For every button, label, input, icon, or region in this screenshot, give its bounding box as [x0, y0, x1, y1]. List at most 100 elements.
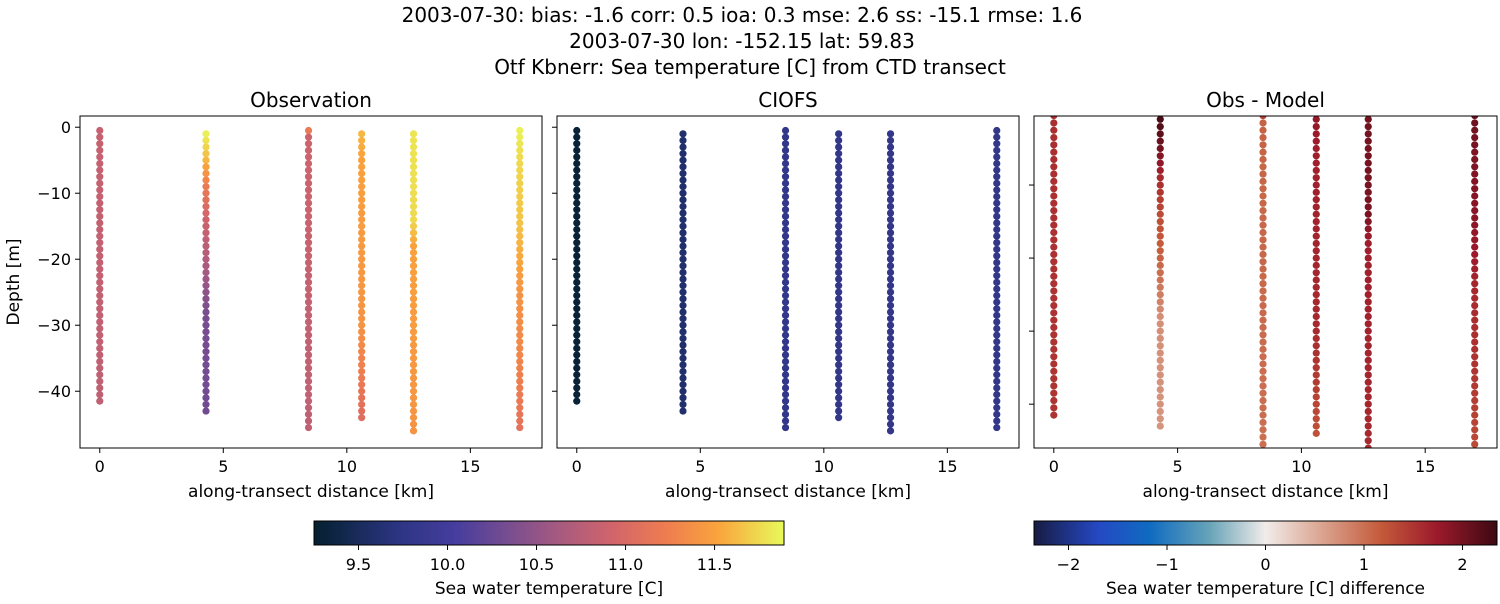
data-point-profile-3 — [781, 410, 790, 418]
data-point-profile-1 — [96, 153, 104, 161]
data-point-profile-4 — [835, 334, 843, 343]
data-point-profile-1 — [96, 377, 104, 385]
x-tick-label: 0 — [572, 457, 582, 476]
data-point-profile-3 — [781, 140, 790, 148]
data-point-profile-3 — [1259, 258, 1267, 266]
data-point-profile-3 — [781, 166, 790, 174]
data-point-profile-2 — [679, 183, 687, 191]
data-point-profile-5 — [886, 136, 895, 145]
data-point-profile-5 — [409, 321, 418, 329]
data-point-profile-1 — [96, 357, 104, 366]
data-point-profile-6 — [516, 417, 524, 425]
data-point-profile-3 — [1259, 116, 1267, 120]
data-point-profile-4 — [1312, 232, 1320, 240]
data-point-profile-4 — [1312, 283, 1320, 291]
data-point-profile-6 — [1471, 433, 1479, 441]
data-point-profile-1 — [96, 331, 104, 339]
data-point-profile-3 — [1259, 331, 1267, 339]
data-point-profile-6 — [1471, 353, 1479, 361]
data-point-profile-6 — [993, 146, 1001, 154]
data-point-profile-6 — [993, 140, 1001, 148]
data-point-profile-3 — [1259, 206, 1267, 215]
data-point-profile-1 — [96, 225, 104, 234]
data-point-profile-2 — [1156, 415, 1164, 423]
data-point-profile-2 — [1156, 371, 1164, 379]
colorbar-tick-label: 1 — [1359, 555, 1369, 574]
data-point-profile-1 — [1050, 214, 1058, 222]
data-point-profile-1 — [573, 390, 581, 399]
data-point-profile-6 — [1471, 309, 1479, 317]
data-point-profile-5 — [409, 381, 418, 389]
data-point-profile-2 — [679, 361, 687, 369]
data-point-profile-5 — [409, 235, 418, 244]
data-point-profile-4 — [835, 169, 843, 178]
data-point-profile-5 — [1364, 203, 1372, 211]
data-point-profile-5 — [886, 216, 895, 224]
data-point-profile-1 — [1050, 116, 1058, 120]
data-point-profile-5 — [886, 249, 895, 257]
data-point-profile-4 — [835, 183, 843, 191]
data-point-profile-5 — [886, 394, 895, 402]
data-point-profile-1 — [573, 272, 581, 280]
data-point-profile-5 — [1364, 116, 1372, 123]
data-point-profile-4 — [358, 202, 366, 211]
data-point-profile-6 — [516, 404, 524, 412]
data-point-profile-2 — [679, 262, 687, 270]
data-point-profile-3 — [1259, 418, 1267, 427]
data-point-profile-6 — [516, 272, 524, 280]
data-point-profile-5 — [1364, 210, 1372, 218]
data-point-profile-3 — [1259, 199, 1267, 207]
data-point-profile-4 — [1312, 152, 1320, 160]
data-point-profile-5 — [409, 334, 418, 343]
data-point-profile-3 — [304, 133, 313, 141]
data-point-profile-5 — [1364, 342, 1372, 350]
data-point-profile-4 — [835, 222, 843, 230]
data-point-profile-5 — [1364, 276, 1372, 284]
data-point-profile-1 — [1050, 163, 1058, 171]
data-point-profile-3 — [1259, 177, 1267, 185]
data-point-profile-2 — [202, 367, 210, 376]
data-point-profile-2 — [679, 156, 687, 164]
data-point-profile-1 — [96, 338, 104, 346]
data-point-profile-3 — [1259, 185, 1267, 193]
data-point-profile-5 — [409, 414, 418, 422]
data-point-profile-5 — [1364, 130, 1372, 138]
data-point-profile-5 — [886, 268, 895, 277]
data-point-profile-1 — [1050, 192, 1058, 200]
data-point-profile-6 — [993, 159, 1001, 168]
data-point-profile-3 — [781, 357, 790, 366]
data-point-profile-4 — [835, 354, 843, 362]
data-point-profile-2 — [202, 348, 210, 356]
data-point-profile-3 — [1259, 141, 1267, 149]
data-point-profile-1 — [96, 311, 104, 319]
data-point-profile-3 — [781, 278, 790, 286]
data-point-profile-2 — [679, 328, 687, 336]
data-point-profile-6 — [1471, 316, 1479, 324]
data-point-profile-3 — [781, 186, 790, 194]
data-point-profile-5 — [886, 209, 895, 217]
data-point-profile-6 — [516, 199, 524, 207]
data-point-profile-4 — [1312, 342, 1320, 350]
data-point-profile-5 — [409, 367, 418, 376]
data-point-profile-5 — [409, 143, 418, 151]
data-point-profile-2 — [1156, 261, 1164, 269]
data-point-profile-1 — [573, 291, 581, 300]
colorbar-tick-label: 0 — [1260, 555, 1270, 574]
data-point-profile-4 — [358, 367, 366, 376]
data-point-profile-1 — [1050, 345, 1058, 353]
data-point-profile-5 — [886, 328, 895, 336]
data-point-profile-2 — [679, 348, 687, 356]
data-point-profile-2 — [679, 374, 687, 382]
data-point-profile-2 — [679, 169, 687, 178]
data-point-profile-2 — [202, 136, 210, 145]
data-point-profile-6 — [993, 423, 1001, 432]
data-point-profile-1 — [96, 179, 104, 187]
data-point-profile-6 — [516, 219, 524, 227]
data-point-profile-4 — [835, 249, 843, 257]
data-point-profile-1 — [1050, 236, 1058, 244]
data-point-profile-2 — [1156, 174, 1164, 182]
data-point-profile-6 — [516, 305, 524, 313]
data-point-profile-6 — [1471, 404, 1479, 412]
data-point-profile-3 — [304, 305, 313, 313]
